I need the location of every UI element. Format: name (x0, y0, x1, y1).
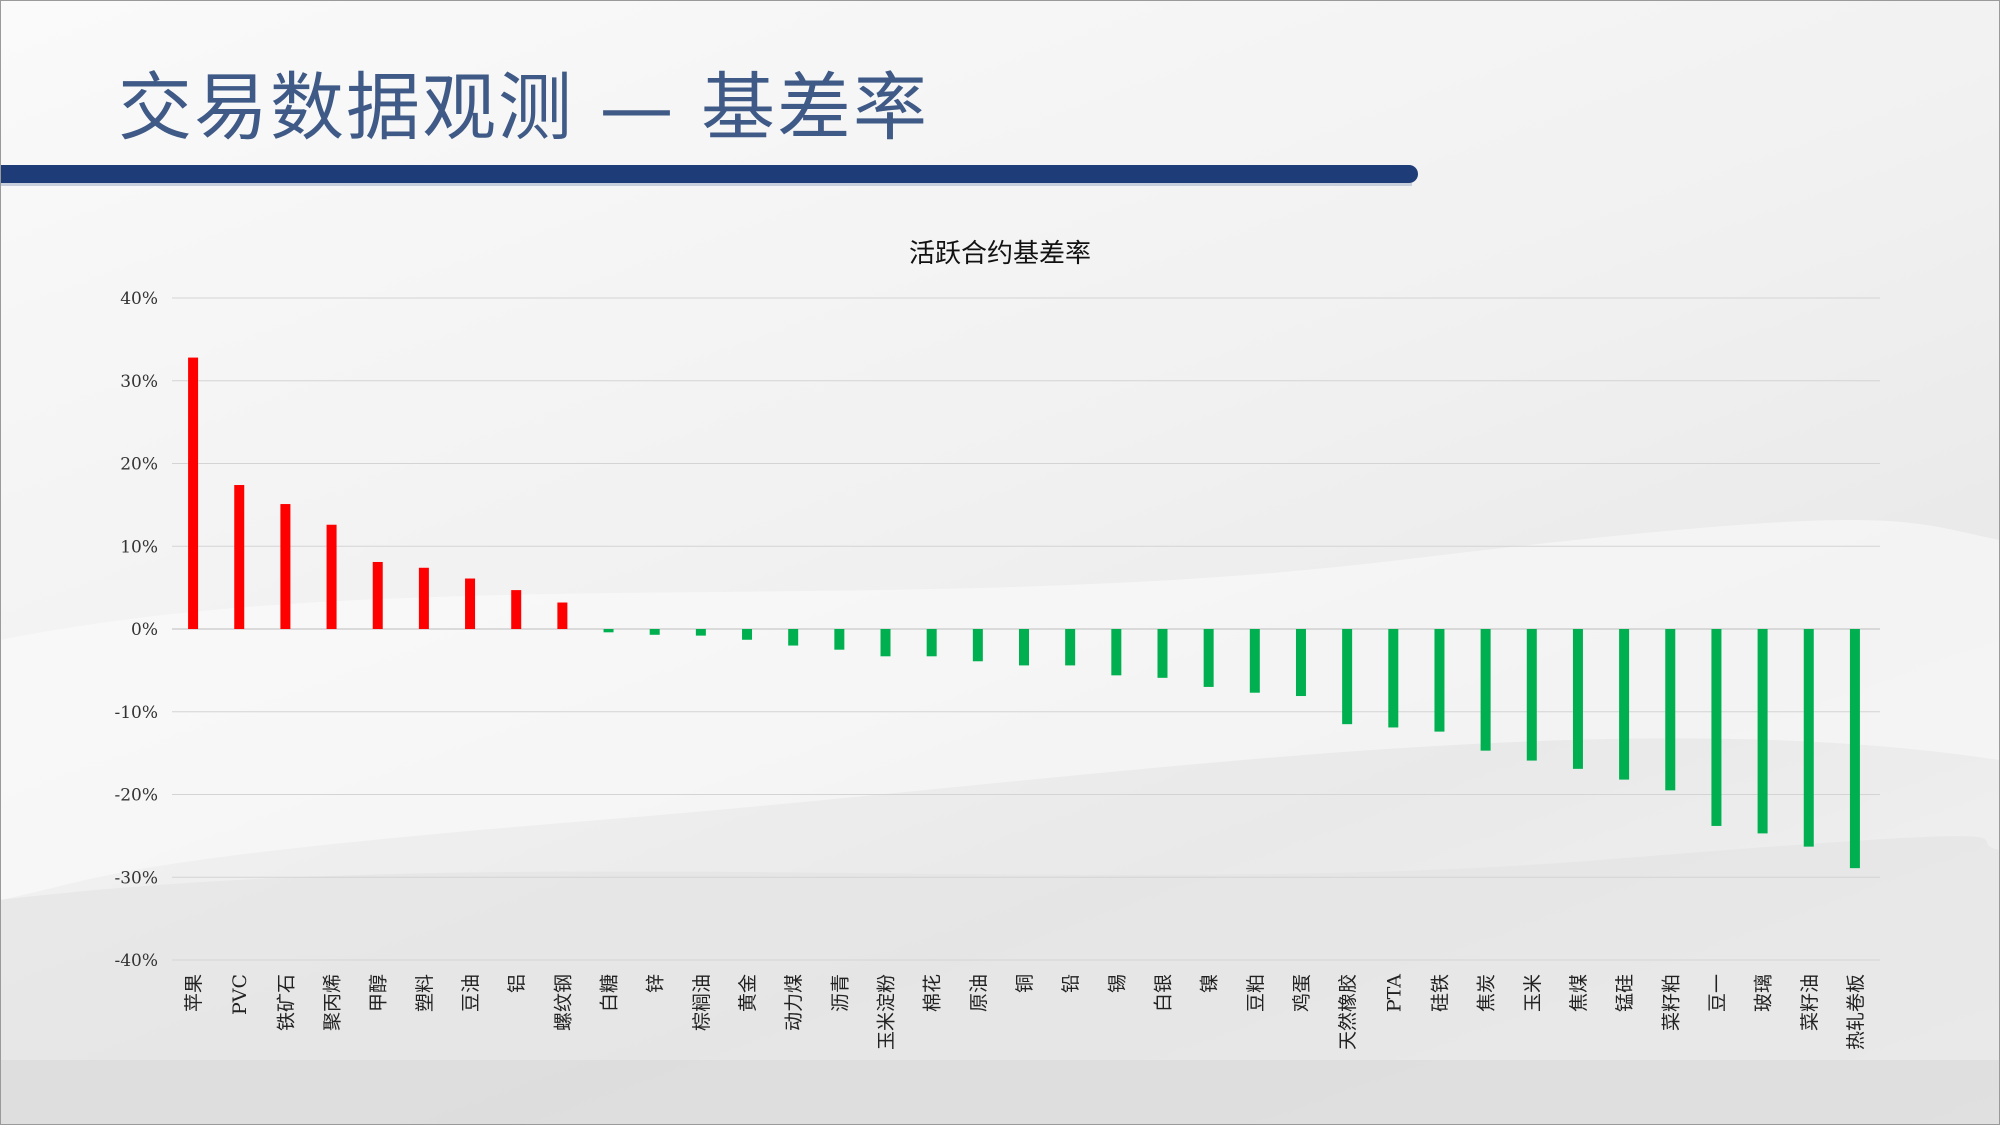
y-tick-label: 10% (120, 537, 158, 557)
bar (1157, 629, 1168, 678)
bar (1388, 629, 1399, 728)
x-category-label: 菜籽粕 (1660, 974, 1682, 1031)
x-category-label: 沥青 (829, 974, 851, 1012)
y-tick-label: -40% (114, 951, 158, 971)
bar (834, 629, 845, 650)
x-category-label: 豆油 (460, 974, 482, 1012)
x-category-label: 铁矿石 (275, 974, 297, 1031)
bar (880, 629, 891, 657)
bar (1342, 629, 1353, 725)
bar (1019, 629, 1029, 666)
bar (372, 561, 383, 629)
bar (1803, 629, 1814, 847)
x-category-label: 铜 (1014, 974, 1036, 993)
y-tick-label: -20% (114, 786, 158, 806)
y-tick-label: -30% (114, 868, 158, 888)
slide-title: 交易数据观测 — 基差率 (118, 65, 930, 151)
x-category-label: 硅铁 (1429, 974, 1451, 1012)
x-category-label: 铅 (1060, 974, 1082, 993)
y-tick-label: -10% (114, 703, 158, 723)
x-category-label: 螺纹钢 (552, 974, 574, 1031)
y-tick-label: 20% (120, 455, 158, 475)
title-underline-shadow (0, 183, 1412, 186)
x-category-label: 玉米 (1522, 974, 1544, 1012)
x-category-label: 豆一 (1706, 974, 1728, 1012)
x-category-label: 天然橡胶 (1337, 974, 1359, 1050)
bar (1111, 629, 1122, 676)
x-category-label: 苹果 (183, 974, 205, 1012)
x-category-label: 白银 (1152, 974, 1174, 1012)
x-category-label: 镍 (1199, 974, 1221, 993)
chart-title: 活跃合约基差率 (909, 239, 1091, 269)
x-category-label: 棉花 (922, 974, 944, 1012)
x-category-label: 甲醇 (368, 974, 390, 1012)
bar (465, 578, 476, 629)
x-category-label: 热轧卷板 (1845, 974, 1867, 1050)
x-category-label: 聚丙烯 (322, 974, 344, 1031)
x-category-label: 锡 (1106, 974, 1128, 993)
x-category-label: 焦炭 (1476, 974, 1498, 1012)
bar (1065, 629, 1076, 666)
title-underline-bar (0, 165, 1418, 183)
bar (1295, 629, 1306, 697)
x-category-label: PTA (1383, 974, 1405, 1012)
bar (788, 629, 799, 646)
y-tick-label: 30% (120, 372, 158, 392)
bar (972, 629, 983, 662)
x-category-label: 玻璃 (1753, 974, 1775, 1012)
bar (926, 629, 937, 657)
bar (1434, 629, 1445, 732)
bar (188, 357, 199, 629)
y-tick-label: 40% (120, 289, 158, 309)
x-category-label: 原油 (968, 974, 990, 1012)
bar (1665, 629, 1676, 791)
x-category-label: 白糖 (599, 974, 621, 1012)
x-category-label: 锌 (645, 974, 667, 993)
x-category-label: 动力煤 (783, 974, 805, 1031)
bar (1480, 629, 1491, 751)
bar (280, 504, 291, 629)
x-category-label: 菜籽油 (1799, 974, 1821, 1031)
y-tick-label: 0% (131, 620, 158, 640)
bar (557, 602, 568, 629)
bar (418, 567, 429, 629)
bar (742, 629, 753, 640)
bar (603, 629, 614, 633)
bar (1849, 629, 1860, 869)
bar (326, 524, 337, 629)
x-category-label: 焦煤 (1568, 974, 1590, 1012)
bar (1711, 629, 1722, 826)
x-category-label: 鸡蛋 (1291, 974, 1313, 1012)
x-category-label: 豆粕 (1245, 974, 1267, 1012)
bar (1203, 629, 1214, 687)
bar (695, 629, 706, 636)
bar (1249, 629, 1260, 693)
x-category-label: 玉米淀粉 (876, 974, 898, 1050)
x-category-label: 塑料 (414, 974, 436, 1012)
x-axis-labels: 苹果 PVC 铁矿石 聚丙烯 甲醇 塑料 豆油 铝 螺纹钢 白糖 锌 棕榈油 黄金 动力煤 沥青 玉米淀粉 棉花… (183, 974, 1867, 1050)
bar (1572, 629, 1583, 769)
bar (1619, 629, 1630, 780)
bars-layer (188, 357, 1860, 869)
bar (1757, 629, 1768, 834)
x-category-label: 黄金 (737, 974, 759, 1012)
x-category-label: PVC (229, 974, 251, 1015)
bar (649, 629, 660, 635)
bar (1526, 629, 1537, 761)
bar (234, 485, 245, 629)
x-category-label: 棕榈油 (691, 974, 713, 1031)
x-category-label: 锰硅 (1614, 974, 1636, 1012)
grid-layer: 40% 30% 20% 10% 0% -10% -20% -30% -40% (114, 289, 1880, 971)
x-category-label: 铝 (506, 974, 528, 993)
bar (511, 590, 522, 629)
